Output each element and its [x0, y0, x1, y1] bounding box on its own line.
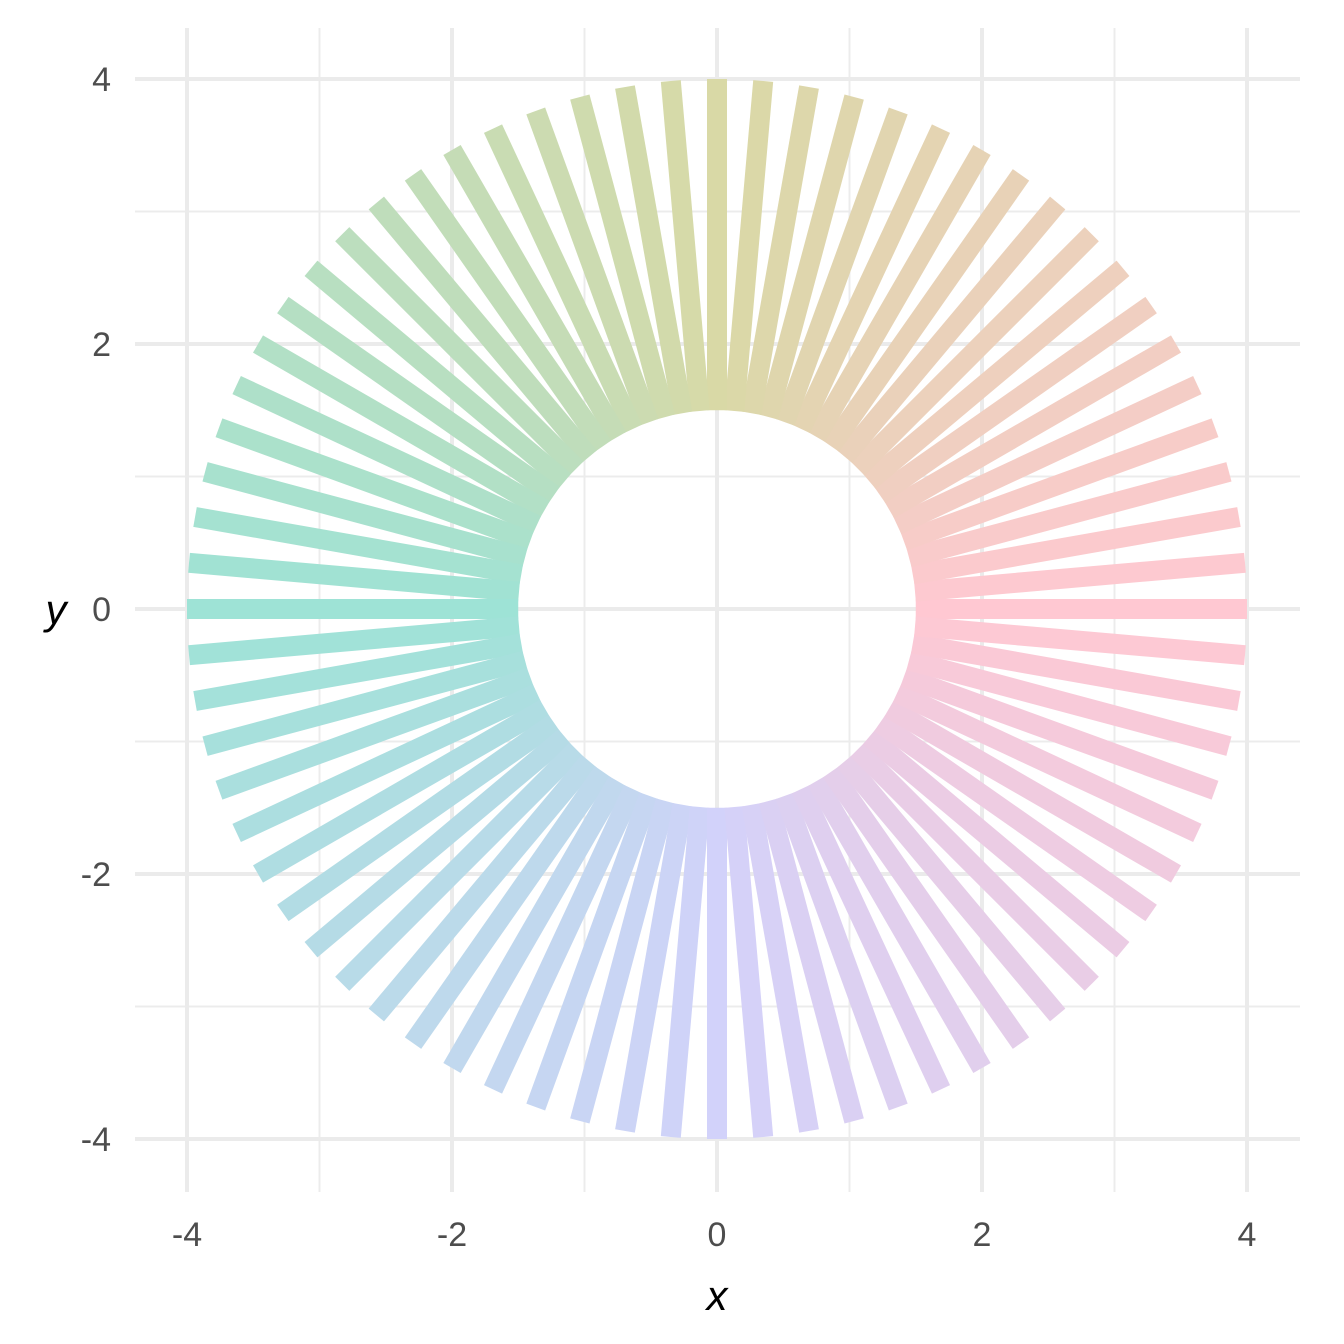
segment — [615, 802, 693, 1133]
segment — [900, 418, 1219, 551]
y-tick-label: 2 — [92, 326, 111, 364]
segment — [741, 802, 819, 1133]
segment — [884, 335, 1181, 519]
x-tick-label: 2 — [973, 1216, 992, 1254]
segment — [188, 616, 520, 666]
segment — [404, 169, 612, 452]
segment — [232, 375, 542, 535]
segment — [483, 784, 643, 1094]
segment — [724, 806, 774, 1138]
segment — [277, 714, 560, 922]
segment — [724, 80, 774, 412]
segment — [304, 260, 572, 489]
y-axis-ticks: -4 -2 0 2 4 — [81, 61, 111, 1159]
segment — [910, 633, 1241, 711]
segment — [758, 94, 864, 420]
y-tick-label: 4 — [92, 61, 111, 99]
y-tick-label: -2 — [81, 856, 111, 894]
segment — [215, 418, 534, 551]
segment — [914, 616, 1246, 666]
segment — [335, 742, 584, 991]
segment — [791, 124, 951, 434]
segment — [791, 784, 951, 1094]
segment — [900, 667, 1219, 800]
y-axis-title: y — [43, 586, 70, 633]
segment — [304, 729, 572, 958]
segment — [202, 650, 528, 756]
segment — [215, 667, 534, 800]
segment — [443, 145, 627, 442]
x-axis-title: x — [705, 1272, 730, 1319]
y-tick-label: -4 — [81, 1121, 111, 1159]
segment — [837, 196, 1066, 464]
segment — [570, 798, 676, 1124]
segment — [906, 462, 1232, 568]
segment — [741, 85, 819, 416]
segment — [892, 375, 1202, 535]
x-tick-label: 0 — [708, 1216, 727, 1254]
segment — [570, 94, 676, 420]
segment — [862, 729, 1130, 958]
segment — [910, 507, 1241, 585]
segment — [253, 699, 550, 883]
segment — [526, 107, 659, 426]
segment — [368, 754, 597, 1022]
segment — [660, 806, 710, 1138]
segment — [874, 714, 1157, 922]
x-axis-ticks: -4 -2 0 2 4 — [172, 1216, 1257, 1254]
segment — [850, 742, 1099, 991]
segment — [775, 792, 908, 1111]
y-tick-label: 0 — [92, 591, 111, 629]
segment — [188, 552, 520, 602]
segment — [660, 80, 710, 412]
x-tick-label: 4 — [1238, 1216, 1257, 1254]
segment — [884, 699, 1181, 883]
x-tick-label: -4 — [172, 1216, 202, 1254]
segment — [368, 196, 597, 464]
segment — [775, 107, 908, 426]
segments-layer — [187, 79, 1247, 1139]
segment — [232, 683, 542, 843]
segment — [837, 754, 1066, 1022]
segment — [335, 227, 584, 476]
segment — [193, 633, 524, 711]
segment — [822, 169, 1030, 452]
segment — [277, 296, 560, 504]
segment — [892, 683, 1202, 843]
segment — [404, 766, 612, 1049]
segment — [483, 124, 643, 434]
segment — [615, 85, 693, 416]
segment — [914, 552, 1246, 602]
segment — [874, 296, 1157, 504]
segment — [193, 507, 524, 585]
segment — [807, 145, 991, 442]
segment — [850, 227, 1099, 476]
segment — [202, 462, 528, 568]
segment — [253, 335, 550, 519]
x-tick-label: -2 — [437, 1216, 467, 1254]
segment — [807, 776, 991, 1073]
segment — [443, 776, 627, 1073]
segment — [758, 798, 864, 1124]
segment — [822, 766, 1030, 1049]
segment — [862, 260, 1130, 489]
segment — [906, 650, 1232, 756]
segment — [526, 792, 659, 1111]
